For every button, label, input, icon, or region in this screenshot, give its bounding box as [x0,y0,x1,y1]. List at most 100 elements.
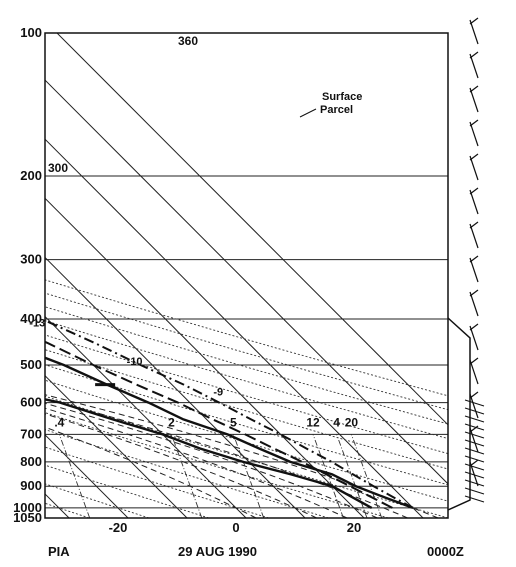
isotherm-line [56,33,448,426]
pressure-tick-label: 1050 [13,510,42,525]
isotherm-line [45,256,306,518]
pressure-tick-label: 1000 [13,500,42,515]
mixing-ratio-label: 4 [333,415,340,429]
wind-barb-low [464,463,485,471]
surface-parcel-annotation: Parcel [320,104,353,116]
chart-grid [0,33,448,518]
moist-adiabat [45,407,348,518]
wind-barb-flag [469,357,479,365]
wind-barb-flag [469,391,479,399]
chart-series [45,319,414,510]
lifted-index-label: -9 [213,387,223,399]
wind-barb-flag [469,425,479,433]
wind-barb-low [464,447,485,455]
series-dewpoint [45,398,373,509]
isotherm-line [0,33,10,518]
date-label: 29 AUG 1990 [178,544,257,559]
wind-barb [469,121,479,147]
temp-tick-label-bottom: 0 [232,520,239,535]
wind-barb [469,87,479,113]
isotherm-line [45,138,424,518]
isotherm-line [45,374,188,518]
mixing-ratio-line [58,434,91,518]
moist-adiabat [45,402,378,518]
dry-adiabat [45,446,269,518]
dry-adiabat [45,464,209,518]
wind-barb-low [464,495,485,503]
wind-barb-flag [469,51,479,59]
dry-adiabat [45,349,448,470]
moist-adiabat [45,394,439,518]
mixing-ratio-label: 12 [306,415,320,429]
wind-barb [469,427,479,453]
pressure-tick-label: 200 [20,168,42,183]
dry-adiabat [45,364,448,486]
wind-barb [469,291,479,317]
wind-barb-low [464,471,485,479]
series-temperature [45,356,414,510]
wind-barb-flag [469,255,479,263]
wind-barb [469,53,479,79]
mixing-ratio-label: 2 [168,415,175,429]
dry-adiabat [45,429,329,518]
isotherm-line [45,315,247,518]
pressure-tick-label: 300 [20,252,42,267]
wind-barb-low [464,431,485,439]
series-parcel-2 [45,340,393,509]
dry-adiabat [45,279,448,397]
lifted-index-label: -13 [29,318,45,330]
wind-barb [469,393,479,419]
mixing-ratio-label: 5 [230,415,237,429]
wind-barb-low [464,439,485,447]
isotherm-line [45,493,70,518]
dry-adiabat-label: 300 [48,161,68,175]
wind-barb-low [464,479,485,487]
wind-barb-flag [469,459,479,467]
dry-adiabat [45,395,448,518]
lifted-index-label: -10 [127,356,143,368]
pressure-tick-label: 500 [20,357,42,372]
pressure-tick-label: 100 [20,25,42,40]
wind-barb-low [464,399,485,407]
dry-adiabat [45,483,150,518]
mixing-ratio-line [350,434,383,518]
time-label: 0000Z [427,544,464,559]
wind-barb-low [464,407,485,415]
wind-barb-flag [469,17,479,25]
wind-barb-low [464,487,485,495]
plot-frame [44,32,449,519]
wind-barb-flag [469,153,479,161]
wind-barb [469,19,479,45]
wind-barb [469,155,479,181]
wind-barb [469,223,479,249]
dry-adiabat [45,306,448,425]
moist-adiabat [45,413,317,518]
pressure-tick-label: 800 [20,454,42,469]
mixing-ratio-line [336,434,368,518]
wind-barb [469,359,479,385]
isotherm-line [45,197,365,518]
wind-barb [469,257,479,283]
pressure-tick-label: 900 [20,478,42,493]
isotherm-line [45,79,448,485]
pressure-tick-label: 400 [20,311,42,326]
wind-barb [469,189,479,215]
wind-barb-flag [469,119,479,127]
wind-profile-outline [447,317,471,511]
moist-adiabat [45,398,408,518]
wind-barb-low [464,415,485,423]
wind-barb-low [464,423,485,431]
dry-adiabat [45,292,448,411]
wind-barb [469,325,479,351]
pressure-tick-label: 600 [20,395,42,410]
temp-tick-label-bottom: -20 [109,520,128,535]
wind-barb-flag [469,85,479,93]
surface-parcel-annotation: Surface [322,91,362,103]
wind-barb-flag [469,289,479,297]
mixing-ratio-line [232,434,265,518]
wind-barbs [447,17,485,511]
temp-tick-label-bottom: 20 [347,520,361,535]
wind-barb-low [464,455,485,463]
